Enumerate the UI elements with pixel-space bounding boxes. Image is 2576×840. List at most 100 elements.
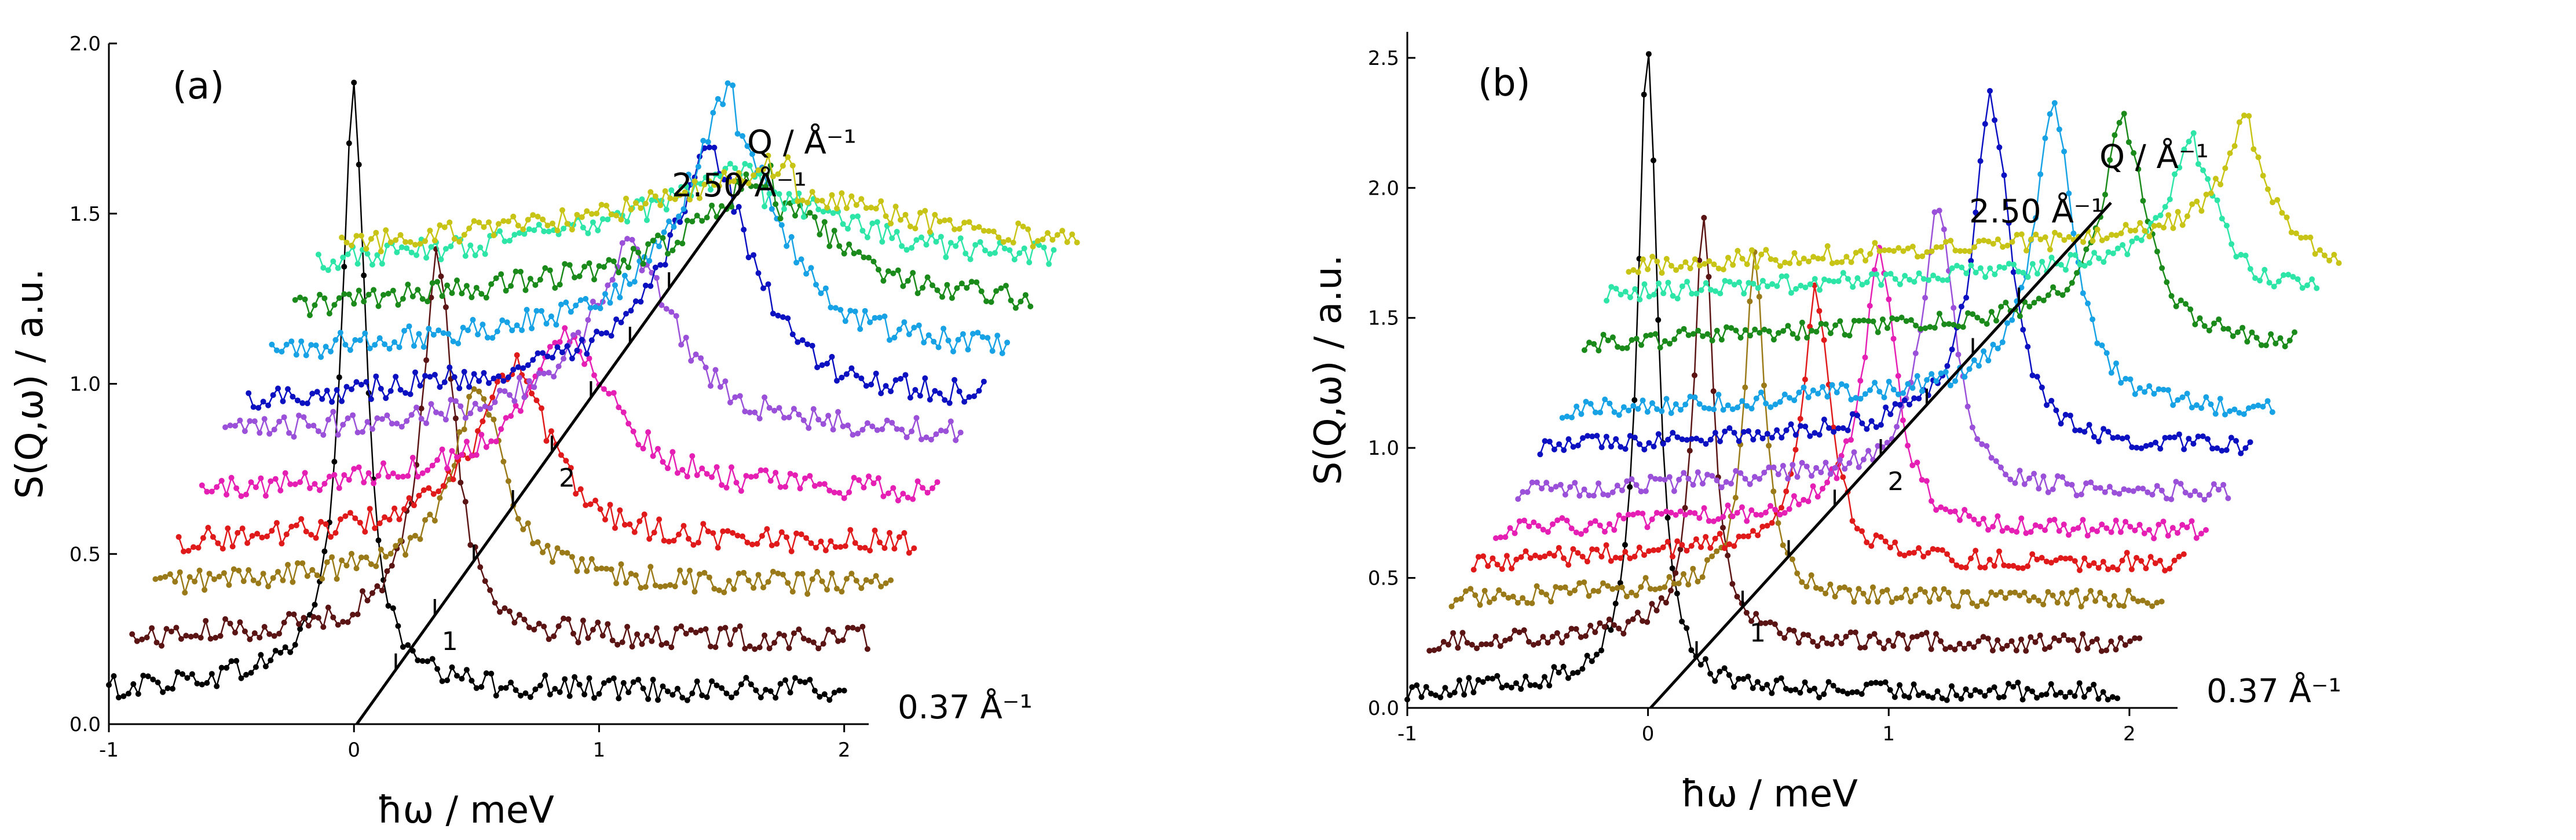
data-point <box>1692 256 1698 262</box>
data-point <box>964 285 970 291</box>
data-point <box>1854 412 1861 419</box>
data-point <box>2102 596 2108 602</box>
data-point <box>1871 631 1878 637</box>
data-point <box>1572 587 1578 594</box>
data-point <box>1908 317 1914 323</box>
data-point <box>293 352 299 358</box>
data-point <box>585 317 591 323</box>
data-point <box>839 589 845 595</box>
data-point <box>1670 293 1676 299</box>
data-point <box>1617 580 1623 586</box>
data-point <box>2099 342 2105 349</box>
data-point <box>557 282 563 288</box>
data-point <box>1051 247 1057 253</box>
data-point <box>1787 395 1792 401</box>
data-point <box>668 187 675 193</box>
data-point <box>439 678 445 684</box>
data-point <box>1003 283 1009 289</box>
data-point <box>815 417 822 423</box>
data-point <box>796 626 802 633</box>
data-point <box>1787 260 1793 266</box>
data-point <box>415 473 421 480</box>
data-point <box>2251 146 2257 152</box>
data-point <box>2102 489 2108 495</box>
data-point <box>1968 556 1974 561</box>
data-point <box>1863 257 1869 264</box>
data-point <box>1821 337 1827 343</box>
data-point <box>1587 622 1594 629</box>
data-point <box>196 567 203 574</box>
data-point <box>1546 682 1553 689</box>
data-point <box>900 283 906 289</box>
data-point <box>149 625 155 631</box>
data-point <box>953 243 959 249</box>
data-point <box>2293 230 2299 236</box>
data-point <box>1685 476 1692 482</box>
data-point <box>268 657 274 663</box>
data-point <box>743 674 749 681</box>
data-point <box>1545 640 1551 646</box>
data-point <box>1907 276 1913 283</box>
data-point <box>631 529 638 535</box>
data-point <box>2129 444 2135 450</box>
data-point <box>463 439 470 445</box>
data-point <box>1857 378 1864 384</box>
data-point <box>414 252 420 258</box>
data-point <box>332 337 339 343</box>
data-point <box>1998 304 2004 310</box>
data-point <box>817 481 823 487</box>
data-point <box>1981 348 1987 355</box>
data-point <box>1718 484 1725 491</box>
data-point <box>2138 445 2145 451</box>
data-point <box>1846 460 1853 466</box>
data-point <box>315 428 321 434</box>
data-point <box>1976 238 1982 244</box>
data-point <box>1625 619 1631 625</box>
data-point <box>2040 601 2047 608</box>
data-point <box>456 239 463 245</box>
data-point <box>2234 329 2241 335</box>
data-point <box>303 352 309 359</box>
data-point <box>2233 254 2240 260</box>
data-point <box>2203 394 2209 400</box>
data-point <box>1792 447 1799 453</box>
data-point <box>2123 518 2129 525</box>
data-point <box>1995 637 2001 644</box>
data-point <box>434 457 441 463</box>
data-point <box>789 331 796 338</box>
data-point <box>239 525 246 532</box>
data-point <box>1960 589 1966 596</box>
data-point <box>2012 480 2018 486</box>
data-point <box>417 240 423 247</box>
data-point <box>228 658 235 664</box>
data-point <box>349 242 354 249</box>
data-point <box>1536 684 1543 690</box>
data-point <box>616 404 622 411</box>
data-point <box>552 285 558 291</box>
data-point <box>1041 244 1047 251</box>
data-point <box>689 453 696 459</box>
data-point <box>1404 696 1410 703</box>
data-point <box>185 547 192 554</box>
data-point <box>287 481 294 487</box>
data-point <box>731 586 737 592</box>
data-point <box>1637 441 1643 447</box>
data-point <box>415 287 421 293</box>
data-point <box>2073 587 2080 593</box>
data-point <box>470 317 476 323</box>
data-point <box>536 370 542 377</box>
data-point <box>1841 584 1847 590</box>
data-point <box>476 388 482 395</box>
data-point <box>1750 528 1756 534</box>
data-point <box>1674 590 1680 597</box>
data-point <box>1812 685 1817 692</box>
data-point <box>1583 527 1589 534</box>
data-point <box>943 428 949 434</box>
data-point <box>1791 250 1798 256</box>
data-point <box>456 385 463 392</box>
data-point <box>494 379 500 385</box>
data-point <box>1927 324 1933 330</box>
data-point <box>2101 426 2107 432</box>
data-point <box>1668 410 1674 417</box>
data-point <box>372 342 378 348</box>
